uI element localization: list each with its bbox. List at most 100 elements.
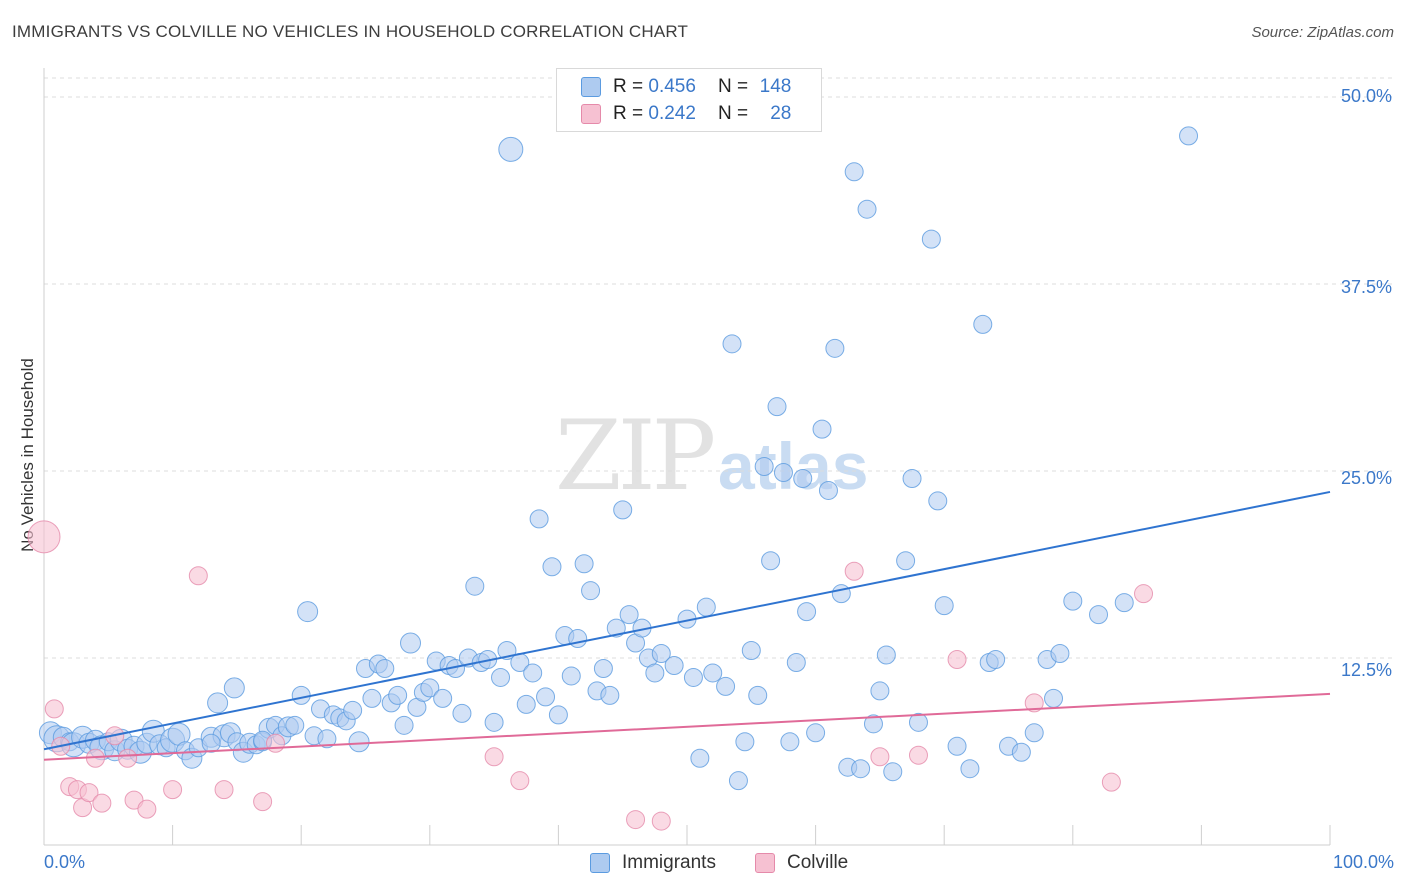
data-point-immigrants: [201, 733, 221, 753]
data-point-immigrants: [400, 632, 422, 654]
data-point-immigrants: [797, 602, 817, 622]
data-point-immigrants: [343, 700, 363, 720]
data-point-immigrants: [773, 462, 793, 482]
data-point-immigrants: [645, 663, 665, 683]
data-point-immigrants: [581, 581, 601, 601]
legend-swatch-immigrants: [590, 853, 610, 873]
data-point-immigrants: [542, 557, 562, 577]
data-point-immigrants: [754, 457, 774, 477]
data-point-immigrants: [883, 762, 903, 782]
data-point-immigrants: [285, 715, 305, 735]
data-point-immigrants: [986, 649, 1006, 669]
data-point-immigrants: [1050, 644, 1070, 664]
data-point-colville: [265, 733, 285, 753]
data-point-colville: [118, 748, 138, 768]
data-point-immigrants: [870, 681, 890, 701]
data-point-immigrants: [761, 551, 781, 571]
legend-row-immigrants: R = 0.456 N = 148: [581, 75, 791, 99]
data-point-immigrants: [394, 715, 414, 735]
data-point-immigrants: [806, 723, 826, 743]
data-point-immigrants: [928, 491, 948, 511]
data-point-immigrants: [651, 644, 671, 664]
legend-swatch-colville: [755, 853, 775, 873]
data-point-immigrants: [529, 509, 549, 529]
legend-n-label: N =: [717, 76, 749, 97]
x-tick-label-min: 0.0%: [44, 852, 86, 872]
legend-n-value: 28: [770, 103, 792, 124]
data-point-immigrants: [574, 554, 594, 574]
legend-row-colville: R = 0.242 N = 28: [581, 102, 791, 126]
data-point-immigrants: [452, 703, 472, 723]
legend-n-label: N =: [717, 103, 749, 124]
data-point-colville: [92, 793, 112, 813]
data-point-immigrants: [613, 500, 633, 520]
data-point-immigrants: [568, 629, 588, 649]
data-point-immigrants: [825, 338, 845, 358]
data-point-colville: [44, 699, 64, 719]
data-point-immigrants: [934, 596, 954, 616]
data-point-immigrants: [908, 712, 928, 732]
data-point-colville: [510, 771, 530, 791]
data-point-immigrants: [973, 314, 993, 334]
data-point-immigrants: [780, 732, 800, 752]
data-point-immigrants: [348, 731, 370, 753]
data-point-immigrants: [317, 729, 337, 749]
data-point-immigrants: [1011, 742, 1031, 762]
data-point-colville: [163, 780, 183, 800]
data-point-colville: [651, 811, 671, 831]
data-point-immigrants: [523, 663, 543, 683]
data-point-immigrants: [1063, 591, 1083, 611]
watermark-zip: ZIP: [555, 400, 716, 512]
legend-label-immigrants: Immigrants: [622, 852, 716, 873]
data-point-colville: [908, 745, 928, 765]
legend-label-colville: Colville: [787, 852, 849, 873]
data-point-immigrants: [561, 666, 581, 686]
data-point-colville: [188, 566, 208, 586]
legend-n-value: 148: [759, 76, 792, 97]
data-point-immigrants: [600, 685, 620, 705]
data-point-immigrants: [420, 678, 440, 698]
data-point-immigrants: [857, 199, 877, 219]
data-point-immigrants: [375, 658, 395, 678]
data-point-immigrants: [664, 655, 684, 675]
data-point-colville: [27, 520, 61, 554]
trend-line-immigrants: [43, 490, 1331, 751]
data-point-colville: [1101, 772, 1121, 792]
data-point-immigrants: [593, 658, 613, 678]
data-point-colville: [626, 810, 646, 830]
data-point-colville: [484, 747, 504, 767]
data-point-immigrants: [716, 676, 736, 696]
data-point-immigrants: [735, 732, 755, 752]
legend-r-label: R =: [613, 76, 644, 97]
data-point-immigrants: [921, 229, 941, 249]
data-point-immigrants: [619, 605, 639, 625]
data-point-immigrants: [696, 597, 716, 617]
data-point-immigrants: [1089, 605, 1109, 625]
data-point-colville: [1024, 693, 1044, 713]
legend-item-colville[interactable]: Colville: [755, 852, 848, 874]
data-point-colville: [844, 561, 864, 581]
data-point-immigrants: [1114, 593, 1134, 613]
data-point-immigrants: [876, 645, 896, 665]
data-point-immigrants: [516, 694, 536, 714]
data-point-immigrants: [223, 677, 245, 699]
data-point-immigrants: [207, 692, 229, 714]
data-point-immigrants: [896, 551, 916, 571]
chart-title: IMMIGRANTS VS COLVILLE NO VEHICLES IN HO…: [12, 22, 689, 41]
legend-swatch-colville: [581, 104, 601, 124]
data-point-immigrants: [362, 688, 382, 708]
legend-item-immigrants[interactable]: Immigrants: [590, 852, 716, 874]
data-point-immigrants: [1024, 723, 1044, 743]
data-point-immigrants: [960, 759, 980, 779]
data-point-immigrants: [683, 667, 703, 687]
data-point-immigrants: [606, 618, 626, 638]
legend-swatch-immigrants: [581, 77, 601, 97]
data-point-immigrants: [786, 652, 806, 672]
legend-r-label: R =: [613, 103, 644, 124]
y-tick-label: 37.5%: [1340, 277, 1392, 297]
data-point-immigrants: [902, 468, 922, 488]
data-point-immigrants: [767, 397, 787, 417]
data-point-immigrants: [844, 162, 864, 182]
data-point-immigrants: [536, 687, 556, 707]
data-point-colville: [947, 649, 967, 669]
